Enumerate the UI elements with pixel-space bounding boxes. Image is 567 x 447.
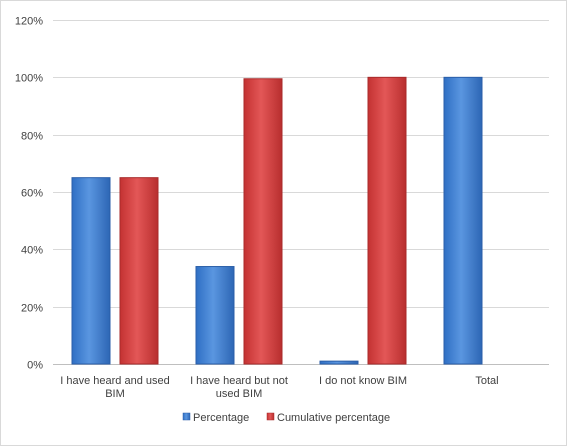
bar-cumulative-percentage bbox=[243, 78, 283, 365]
x-category-label: used BIM bbox=[216, 388, 262, 400]
x-category-label: I have heard and used bbox=[60, 375, 169, 387]
bar-percentage bbox=[195, 266, 235, 365]
y-tick-label: 40% bbox=[21, 245, 43, 257]
y-tick-label: 80% bbox=[21, 131, 43, 143]
x-category-label: I have heard but not bbox=[190, 375, 288, 387]
y-tick-label: 120% bbox=[15, 16, 43, 28]
bars bbox=[71, 76, 483, 365]
x-category-label: Total bbox=[475, 375, 498, 387]
bar-percentage bbox=[71, 177, 111, 365]
legend-label: Percentage bbox=[193, 412, 249, 424]
x-category-label: BIM bbox=[105, 388, 125, 400]
bar-percentage bbox=[443, 76, 483, 365]
bar-cumulative-percentage bbox=[367, 76, 407, 365]
y-tick-label: 100% bbox=[15, 73, 43, 85]
legend-swatch bbox=[182, 412, 191, 421]
y-tick-label: 60% bbox=[21, 188, 43, 200]
x-category-label: I do not know BIM bbox=[319, 375, 407, 387]
legend-swatch bbox=[266, 412, 275, 421]
y-axis-ticks: 0% 20% 40% 60% 80% 100% 120% bbox=[15, 16, 43, 372]
y-tick-label: 20% bbox=[21, 303, 43, 315]
bar-cumulative-percentage bbox=[119, 177, 159, 365]
y-tick-label: 0% bbox=[27, 360, 43, 372]
bar-percentage bbox=[319, 360, 359, 365]
legend-label: Cumulative percentage bbox=[277, 412, 390, 424]
legend: Percentage Cumulative percentage bbox=[182, 412, 390, 424]
